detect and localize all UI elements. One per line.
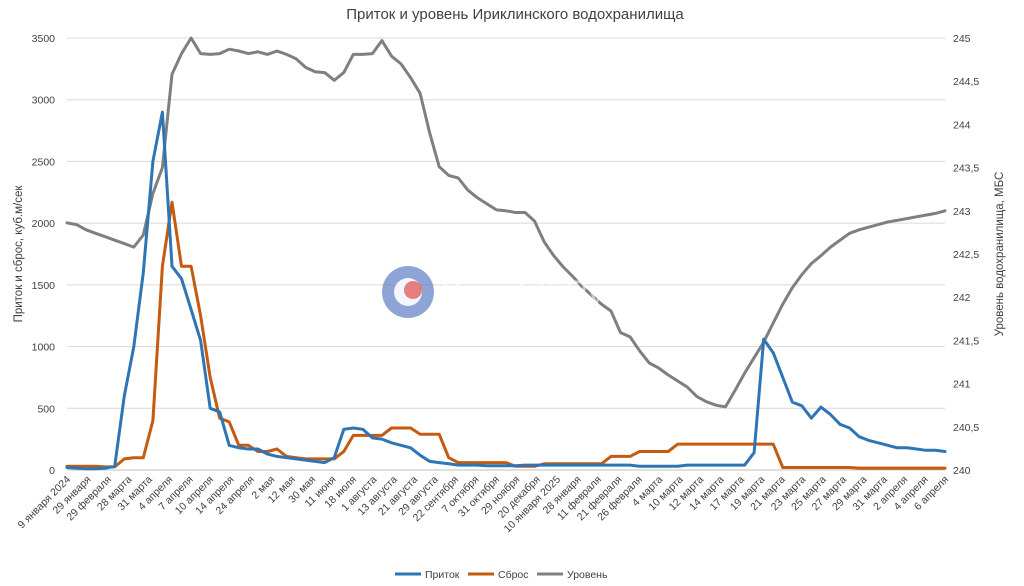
series-line-1 xyxy=(65,110,947,471)
left-tick-label: 0 xyxy=(49,465,55,477)
left-tick-label: 3500 xyxy=(32,33,56,45)
series-lines xyxy=(65,36,947,471)
right-tick-label: 244 xyxy=(953,119,971,131)
right-tick-label: 240 xyxy=(953,465,971,477)
right-axis-label: Уровень водохранилища, МБС xyxy=(994,172,1006,337)
watermark-logo-dot-icon xyxy=(404,281,422,299)
watermark-logo: Урал56.Ру xyxy=(382,266,605,318)
gridlines xyxy=(67,37,945,471)
left-axis-ticks: 0 500 1000 1500 2000 2500 3000 3500 xyxy=(32,33,56,477)
right-tick-label: 240,5 xyxy=(953,422,979,434)
right-tick-label: 243,5 xyxy=(953,163,979,175)
left-tick-label: 2000 xyxy=(32,218,56,230)
left-tick-label: 3000 xyxy=(32,95,56,107)
right-tick-label: 241 xyxy=(953,379,971,391)
right-tick-label: 242,5 xyxy=(953,249,979,261)
series-line-3 xyxy=(65,36,947,409)
left-tick-label: 2500 xyxy=(32,156,56,168)
right-tick-label: 244,5 xyxy=(953,76,979,88)
left-tick-label: 1000 xyxy=(32,342,56,354)
watermark-text: Урал56.Ру xyxy=(440,274,605,312)
right-tick-label: 243 xyxy=(953,206,971,218)
legend: Приток Сброс Уровень xyxy=(395,569,608,581)
right-tick-label: 242 xyxy=(953,292,971,304)
left-tick-label: 500 xyxy=(37,403,55,415)
left-axis-label: Приток и сброс, куб.м/сек xyxy=(13,185,25,323)
series-line-2 xyxy=(65,200,947,470)
legend-label: Уровень xyxy=(567,569,608,581)
right-tick-label: 245 xyxy=(953,33,971,45)
chart-title: Приток и уровень Ириклинского водохранил… xyxy=(346,6,684,23)
left-tick-label: 1500 xyxy=(32,280,56,292)
right-axis-ticks: 240 240,5 241 241,5 242 242,5 243 243,5 244 244,5… xyxy=(953,33,979,477)
legend-label: Приток xyxy=(425,569,460,581)
legend-label: Сброс xyxy=(498,569,529,581)
right-tick-label: 241,5 xyxy=(953,335,979,347)
